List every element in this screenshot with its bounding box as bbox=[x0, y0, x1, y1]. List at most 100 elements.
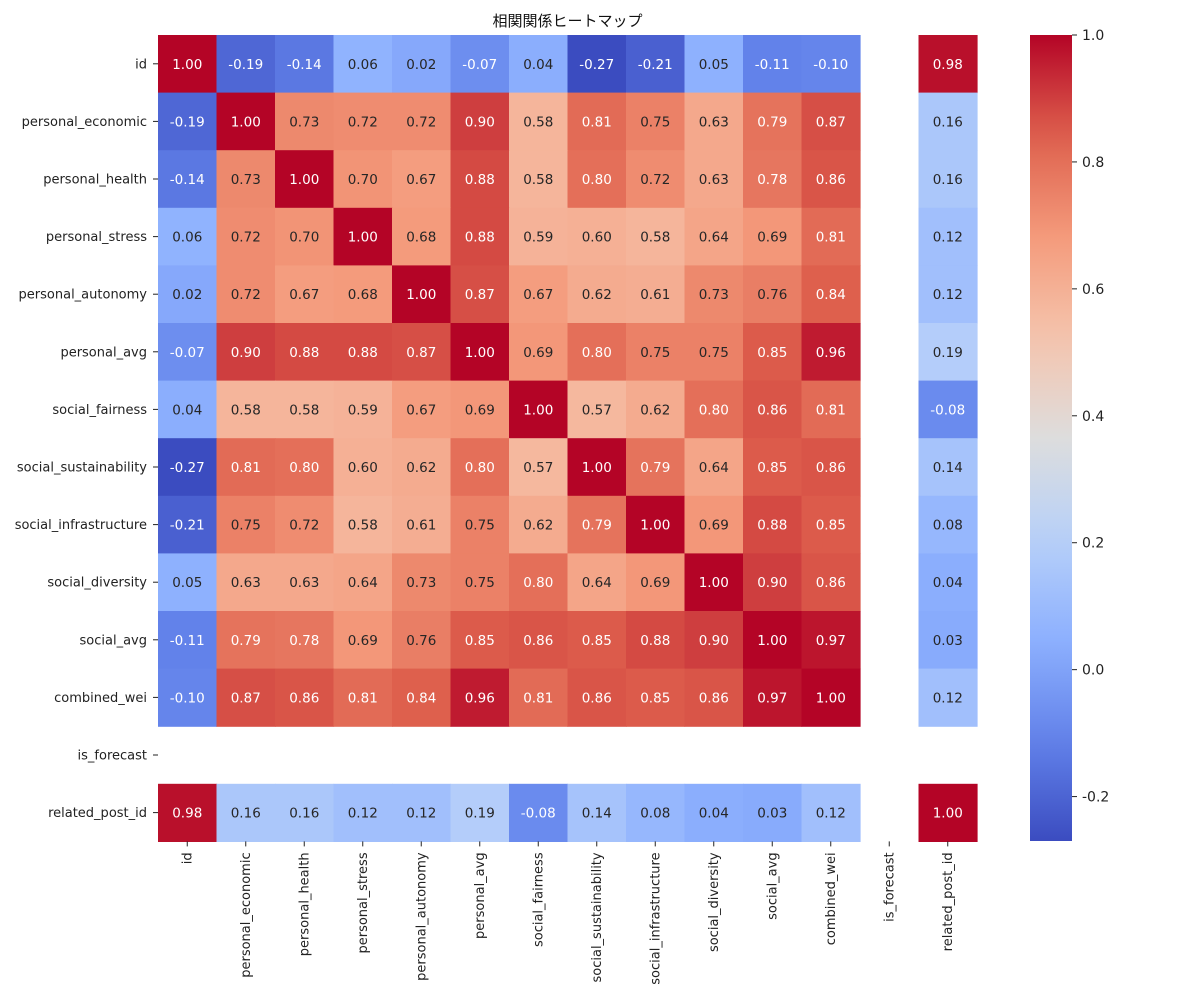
heatmap-cell-label: 0.69 bbox=[465, 402, 495, 418]
heatmap-cell-label: 0.87 bbox=[231, 690, 261, 706]
heatmap-cell bbox=[158, 92, 218, 151]
heatmap-cell bbox=[450, 783, 510, 842]
heatmap-cell bbox=[801, 265, 861, 324]
heatmap-cell bbox=[626, 35, 686, 94]
heatmap-cell bbox=[450, 150, 510, 209]
heatmap-cell-label: 0.06 bbox=[348, 57, 378, 73]
heatmap-cell bbox=[216, 783, 276, 842]
heatmap-cell bbox=[743, 150, 803, 209]
heatmap-cell-label: -0.07 bbox=[462, 57, 497, 73]
heatmap-cell bbox=[158, 783, 218, 842]
heatmap-cell bbox=[509, 783, 569, 842]
heatmap-cell bbox=[392, 323, 452, 382]
heatmap-cell-label: 0.58 bbox=[231, 402, 261, 418]
x-tick-label: related_post_id bbox=[941, 852, 956, 951]
heatmap-cell-label: 1.00 bbox=[699, 575, 729, 591]
heatmap-cell bbox=[158, 495, 218, 554]
heatmap-cell-label: 0.86 bbox=[582, 690, 612, 706]
heatmap-cell-label: 0.04 bbox=[699, 806, 729, 822]
heatmap-cell bbox=[684, 323, 744, 382]
heatmap-cell bbox=[567, 611, 627, 670]
heatmap-cell bbox=[684, 438, 744, 497]
heatmap-cell bbox=[684, 668, 744, 727]
heatmap-cell bbox=[684, 495, 744, 554]
heatmap-cell bbox=[216, 323, 276, 382]
heatmap-cell bbox=[567, 553, 627, 612]
heatmap-cell bbox=[450, 265, 510, 324]
heatmap-cell-label: 0.05 bbox=[699, 57, 729, 73]
heatmap-cell-label: -0.07 bbox=[170, 345, 205, 361]
heatmap-cell bbox=[626, 495, 686, 554]
heatmap-cell-label: 0.75 bbox=[465, 518, 495, 534]
heatmap-cell bbox=[918, 265, 978, 324]
heatmap-cell-label: 0.02 bbox=[172, 287, 202, 303]
heatmap-cell bbox=[450, 207, 510, 266]
heatmap-cell bbox=[801, 35, 861, 94]
heatmap-cell-label: -0.08 bbox=[521, 806, 556, 822]
heatmap-cell-label: 0.63 bbox=[231, 575, 261, 591]
heatmap-cell bbox=[743, 783, 803, 842]
heatmap-cell-label: 0.86 bbox=[816, 575, 846, 591]
heatmap-cell bbox=[392, 92, 452, 151]
heatmap-cell-label: 0.76 bbox=[406, 633, 436, 649]
heatmap-cell-label: 0.97 bbox=[757, 690, 787, 706]
heatmap-cell-label: 0.14 bbox=[933, 460, 963, 476]
heatmap-cell-label: 0.57 bbox=[523, 460, 553, 476]
heatmap-cell bbox=[333, 783, 393, 842]
heatmap-cell-label: 0.64 bbox=[699, 230, 729, 246]
heatmap-cell bbox=[450, 553, 510, 612]
heatmap-cell-label: 0.85 bbox=[757, 460, 787, 476]
heatmap-cell-label: 0.69 bbox=[523, 345, 553, 361]
heatmap-cell-label: 1.00 bbox=[582, 460, 612, 476]
heatmap-cell bbox=[216, 611, 276, 670]
heatmap-cell-label: 0.80 bbox=[582, 345, 612, 361]
heatmap-cell-label: 0.70 bbox=[348, 172, 378, 188]
y-tick-label: social_fairness bbox=[52, 403, 147, 418]
heatmap-cell-label: 0.96 bbox=[816, 345, 846, 361]
heatmap-cell-label: 0.14 bbox=[582, 806, 612, 822]
heatmap-cell-label: 0.81 bbox=[348, 690, 378, 706]
heatmap-cell-label: 0.72 bbox=[640, 172, 670, 188]
heatmap-cell bbox=[275, 783, 335, 842]
colorbar-tick-label: 0.8 bbox=[1082, 155, 1104, 171]
y-tick-label: personal_autonomy bbox=[19, 288, 148, 303]
heatmap-cell-label: 0.19 bbox=[933, 345, 963, 361]
heatmap-cell bbox=[801, 495, 861, 554]
heatmap-cell bbox=[392, 668, 452, 727]
heatmap-cell bbox=[158, 265, 218, 324]
heatmap-cell bbox=[626, 611, 686, 670]
heatmap-cell bbox=[801, 380, 861, 439]
heatmap-cell-label: 0.81 bbox=[231, 460, 261, 476]
heatmap-cell-label: 0.61 bbox=[406, 518, 436, 534]
heatmap-cell bbox=[684, 207, 744, 266]
heatmap-cell bbox=[158, 438, 218, 497]
heatmap-cell bbox=[684, 150, 744, 209]
heatmap-cell-label: 0.67 bbox=[289, 287, 319, 303]
heatmap-cell-label: -0.08 bbox=[930, 402, 965, 418]
heatmap-cell-label: 0.86 bbox=[289, 690, 319, 706]
heatmap-cell-label: 0.88 bbox=[757, 518, 787, 534]
heatmap-cell-label: 0.98 bbox=[172, 806, 202, 822]
heatmap-cell-label: 0.04 bbox=[933, 575, 963, 591]
heatmap-cell bbox=[684, 380, 744, 439]
heatmap-cell bbox=[158, 380, 218, 439]
heatmap-cell-label: 0.59 bbox=[348, 402, 378, 418]
heatmap-cell-label: 0.61 bbox=[640, 287, 670, 303]
heatmap-cell-label: 0.78 bbox=[289, 633, 319, 649]
heatmap-cell-label: 0.87 bbox=[816, 114, 846, 130]
heatmap-cell bbox=[333, 668, 393, 727]
heatmap-cell-label: 0.63 bbox=[699, 114, 729, 130]
heatmap-cell-label: -0.21 bbox=[638, 57, 673, 73]
heatmap-cell-label: 1.00 bbox=[172, 57, 202, 73]
heatmap-cell-label: 0.75 bbox=[231, 518, 261, 534]
chart-title: 相関関係ヒートマップ bbox=[492, 12, 642, 30]
heatmap-cell bbox=[158, 35, 218, 94]
heatmap-cell-label: 0.80 bbox=[699, 402, 729, 418]
heatmap-cell bbox=[333, 553, 393, 612]
x-tick-label: personal_health bbox=[298, 852, 313, 956]
heatmap-cell bbox=[743, 265, 803, 324]
heatmap-cell-label: 0.80 bbox=[465, 460, 495, 476]
heatmap-cell bbox=[450, 495, 510, 554]
heatmap-cell-label: 1.00 bbox=[816, 690, 846, 706]
heatmap-cell-label: 0.19 bbox=[465, 806, 495, 822]
